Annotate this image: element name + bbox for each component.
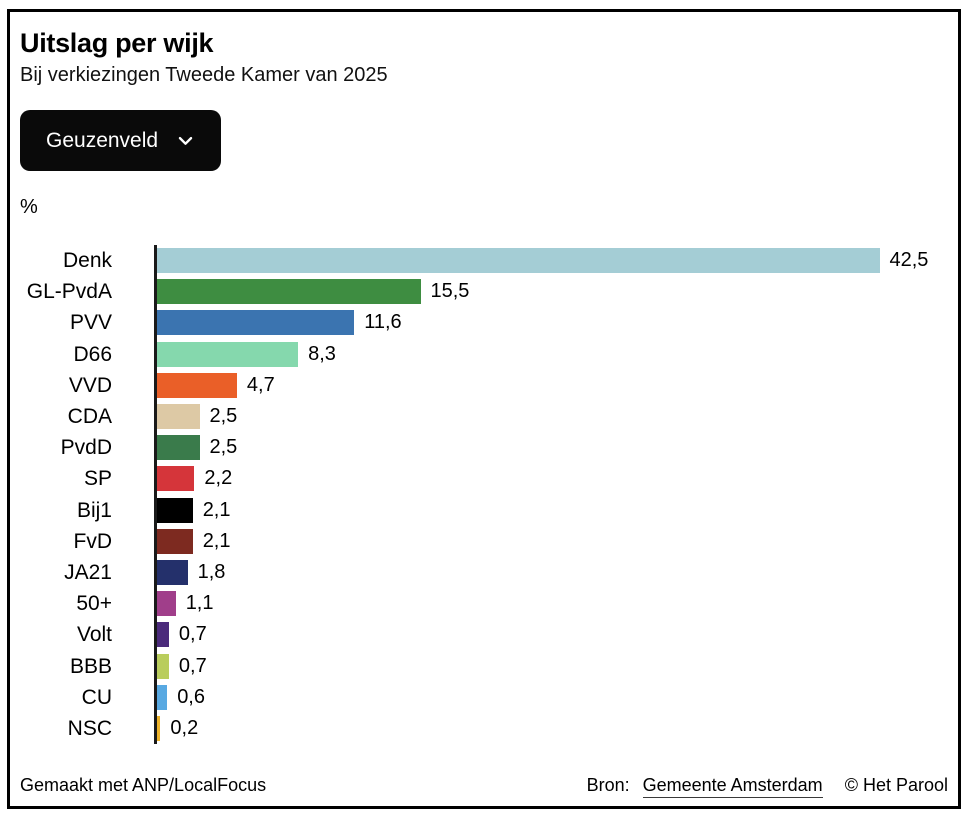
bar-value-label: 1,8 — [197, 560, 226, 583]
source-label: Bron: — [586, 775, 630, 795]
bar — [157, 279, 421, 305]
bar-track: 8,3 — [154, 338, 948, 370]
party-label: GL-PvdA — [26, 280, 112, 304]
chart-row: Denk 42,5 — [20, 245, 948, 277]
chart-row: SP 2,2 — [20, 463, 948, 495]
credit-text: Gemaakt met ANP/LocalFocus — [20, 775, 267, 795]
bar — [157, 497, 193, 523]
bar-value-label: 0,7 — [178, 623, 207, 646]
chart-subtitle: Bij verkiezingen Tweede Kamer van 2025 — [20, 64, 388, 86]
party-label: Denk — [62, 249, 112, 273]
district-dropdown[interactable]: Geuzenveld — [20, 110, 222, 171]
bar-track: 1,1 — [154, 588, 948, 620]
bar-track: 2,5 — [154, 432, 948, 464]
bar-track: 1,8 — [154, 556, 948, 589]
bar-track: 0,7 — [154, 619, 948, 651]
chart-row: Volt 0,7 — [20, 619, 948, 651]
chart-row: NSC 0,2 — [20, 712, 948, 744]
bar-track: 0,2 — [154, 712, 948, 744]
bar-track: 15,5 — [154, 276, 948, 308]
party-label: JA21 — [64, 560, 112, 584]
bar — [157, 248, 880, 274]
bar-value-label: 2,5 — [209, 436, 238, 459]
party-label: BBB — [69, 654, 112, 678]
chart-row: D66 8,3 — [20, 338, 948, 370]
party-label: Bij1 — [76, 498, 112, 522]
party-label: PVV — [69, 311, 112, 335]
bar-track: 2,2 — [154, 463, 948, 495]
bar-value-label: 15,5 — [430, 280, 470, 303]
bar-track: 2,1 — [154, 494, 948, 526]
bar — [157, 622, 169, 648]
chevron-down-icon — [176, 131, 195, 150]
chart-row: GL-PvdA 15,5 — [20, 276, 948, 308]
bar-track: 0,6 — [154, 681, 948, 713]
source-link[interactable]: Gemeente Amsterdam — [642, 774, 823, 798]
copyright-text: © Het Parool — [844, 775, 948, 795]
party-label: CDA — [67, 405, 112, 429]
party-label: SP — [83, 467, 112, 491]
bar — [157, 404, 200, 430]
party-label: D66 — [73, 342, 112, 366]
party-label: CU — [81, 685, 112, 709]
page-title: Uitslag per wijk — [20, 28, 214, 58]
bar-value-label: 0,6 — [177, 685, 205, 708]
bar-value-label: 8,3 — [308, 342, 336, 365]
chart-row: FvD 2,1 — [20, 525, 948, 557]
bar — [157, 310, 355, 336]
bar-track: 11,6 — [154, 307, 948, 339]
party-label: 50+ — [76, 592, 112, 616]
chart-row: CDA 2,5 — [20, 400, 948, 433]
bar-value-label: 11,6 — [364, 311, 402, 334]
chart-row: CU 0,6 — [20, 681, 948, 713]
bar-track: 42,5 — [154, 245, 948, 277]
chart-row: PvdD 2,5 — [20, 432, 948, 464]
bar — [157, 591, 176, 617]
district-dropdown-value: Geuzenveld — [46, 128, 159, 152]
bar-value-label: 0,7 — [178, 654, 207, 677]
bar — [157, 653, 169, 679]
bar — [157, 715, 161, 741]
bar — [157, 372, 237, 398]
bar — [157, 435, 200, 461]
party-label: NSC — [67, 716, 112, 740]
bar-value-label: 1,1 — [185, 592, 214, 615]
bar-value-label: 2,1 — [202, 498, 231, 521]
chart-row: 50+ 1,1 — [20, 588, 948, 620]
bar-value-label: 2,5 — [209, 405, 238, 428]
source-block: Bron: Gemeente Amsterdam © Het Parool — [587, 774, 948, 798]
bar-track: 2,1 — [154, 525, 948, 557]
bar-value-label: 4,7 — [246, 373, 275, 396]
bar-value-label: 0,2 — [170, 716, 199, 739]
chart-footer: Gemaakt met ANP/LocalFocus Bron: Gemeent… — [20, 774, 948, 798]
party-label: PvdD — [60, 436, 112, 460]
bar — [157, 341, 299, 367]
y-axis-unit-label: % — [20, 196, 38, 218]
bar — [157, 466, 195, 492]
party-label: FvD — [73, 529, 113, 553]
bar-value-label: 2,1 — [202, 529, 231, 552]
bar — [157, 528, 193, 554]
bar-chart: Denk 42,5 GL-PvdA 15,5 PVV 11,6 D66 8,3 VVD 4,7 CD… — [20, 245, 948, 744]
bar-value-label: 2,2 — [204, 467, 233, 490]
party-label: VVD — [68, 373, 112, 397]
bar-value-label: 42,5 — [889, 249, 929, 272]
chart-card: Uitslag per wijk Bij verkiezingen Tweede… — [7, 9, 961, 809]
bar-track: 0,7 — [154, 650, 948, 682]
chart-row: VVD 4,7 — [20, 369, 948, 401]
chart-row: BBB 0,7 — [20, 650, 948, 682]
bar-track: 4,7 — [154, 369, 948, 401]
party-label: Volt — [76, 623, 112, 647]
bar-track: 2,5 — [154, 400, 948, 433]
bar — [157, 684, 168, 710]
bar — [157, 559, 188, 585]
chart-row: PVV 11,6 — [20, 307, 948, 339]
chart-row: JA21 1,8 — [20, 556, 948, 589]
chart-row: Bij1 2,1 — [20, 494, 948, 526]
